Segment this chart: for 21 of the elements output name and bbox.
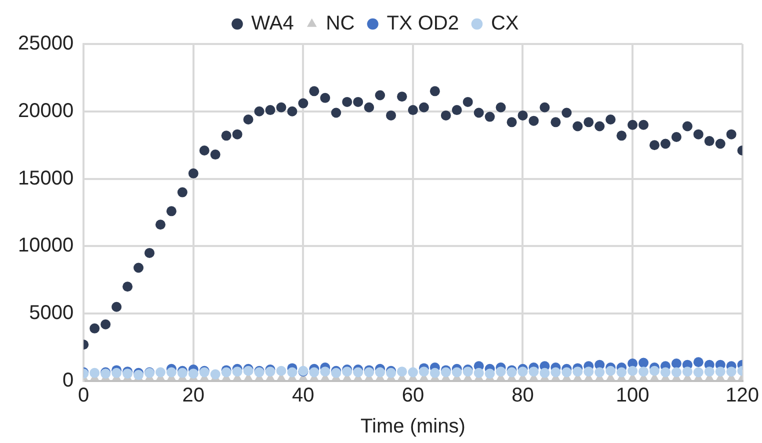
y-tick-label: 10000 (18, 234, 74, 257)
x-axis-title: Time (mins) (360, 416, 466, 438)
legend-label: WA4 (251, 12, 294, 35)
x-tick-label: 60 (402, 384, 424, 407)
x-tick-label: 20 (182, 384, 205, 407)
point (638, 358, 649, 368)
y-tick-label: 5000 (29, 302, 74, 324)
x-tick-label: 80 (512, 384, 534, 407)
x-tick-label: 100 (616, 384, 650, 407)
point (693, 357, 704, 368)
point (671, 358, 682, 368)
legend-label: NC (326, 12, 355, 35)
x-tick-label: 0 (78, 384, 90, 407)
x-tick-label: 40 (292, 384, 314, 407)
x-tick-label: 120 (726, 384, 760, 407)
y-tick-label: 25000 (18, 32, 74, 55)
legend-label: TX OD2 (386, 12, 459, 35)
y-tick-label: 0 (62, 370, 74, 392)
y-tick-label: 15000 (18, 167, 74, 190)
y-tick-label: 20000 (18, 100, 74, 122)
legend-label: CX (490, 12, 519, 35)
